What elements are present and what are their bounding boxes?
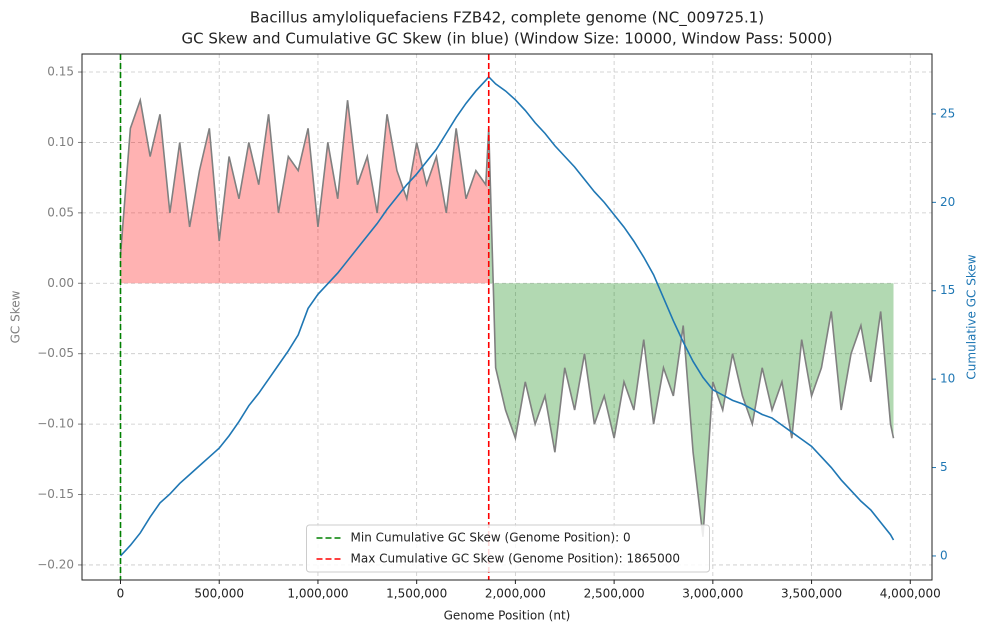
- y-tick-label: 0.15: [47, 65, 74, 79]
- y-tick-label: 0.10: [47, 135, 74, 149]
- y2-axis-label: Cumulative GC Skew: [965, 254, 979, 379]
- x-tick-label: 4,000,000: [880, 587, 941, 601]
- y2-tick-label: 10: [940, 372, 955, 386]
- x-tick-label: 3,500,000: [781, 587, 842, 601]
- series-line: [119, 75, 895, 557]
- x-tick-label: 1,500,000: [386, 587, 447, 601]
- legend: Min Cumulative GC Skew (Genome Position)…: [306, 524, 710, 573]
- y2-tick-label: 15: [940, 283, 955, 297]
- plot-frame: [81, 53, 933, 581]
- y2-tick-label: 25: [940, 106, 955, 120]
- y-axis-label: GC Skew: [9, 290, 23, 343]
- x-tick-label: 2,500,000: [584, 587, 645, 601]
- series-line: [119, 97, 895, 537]
- x-axis-label: Genome Position (nt): [444, 609, 571, 623]
- y2-tick-label: 20: [940, 195, 955, 209]
- x-tick-label: 0: [117, 587, 125, 601]
- y-tick-label: −0.10: [37, 417, 74, 431]
- x-tick-label: 2,000,000: [485, 587, 546, 601]
- y-tick-label: −0.05: [37, 346, 74, 360]
- y2-tick-label: 5: [940, 460, 948, 474]
- y-tick-label: 0.05: [47, 205, 74, 219]
- negative-area: [488, 128, 894, 537]
- y2-tick-label: 0: [940, 548, 948, 562]
- legend-label: Min Cumulative GC Skew (Genome Position)…: [351, 531, 631, 545]
- y-tick-label: −0.15: [37, 487, 74, 501]
- chart-subtitle: GC Skew and Cumulative GC Skew (in blue)…: [182, 30, 833, 48]
- y-tick-label: −0.20: [37, 557, 74, 571]
- x-tick-label: 3,000,000: [682, 587, 743, 601]
- chart-title: Bacillus amyloliquefaciens FZB42, comple…: [250, 9, 764, 28]
- positive-area: [120, 100, 489, 284]
- legend-box: [306, 524, 710, 573]
- x-tick-label: 500,000: [194, 587, 244, 601]
- y-tick-label: 0.00: [47, 276, 74, 290]
- x-tick-label: 1,000,000: [287, 587, 348, 601]
- legend-label: Max Cumulative GC Skew (Genome Position)…: [351, 552, 680, 566]
